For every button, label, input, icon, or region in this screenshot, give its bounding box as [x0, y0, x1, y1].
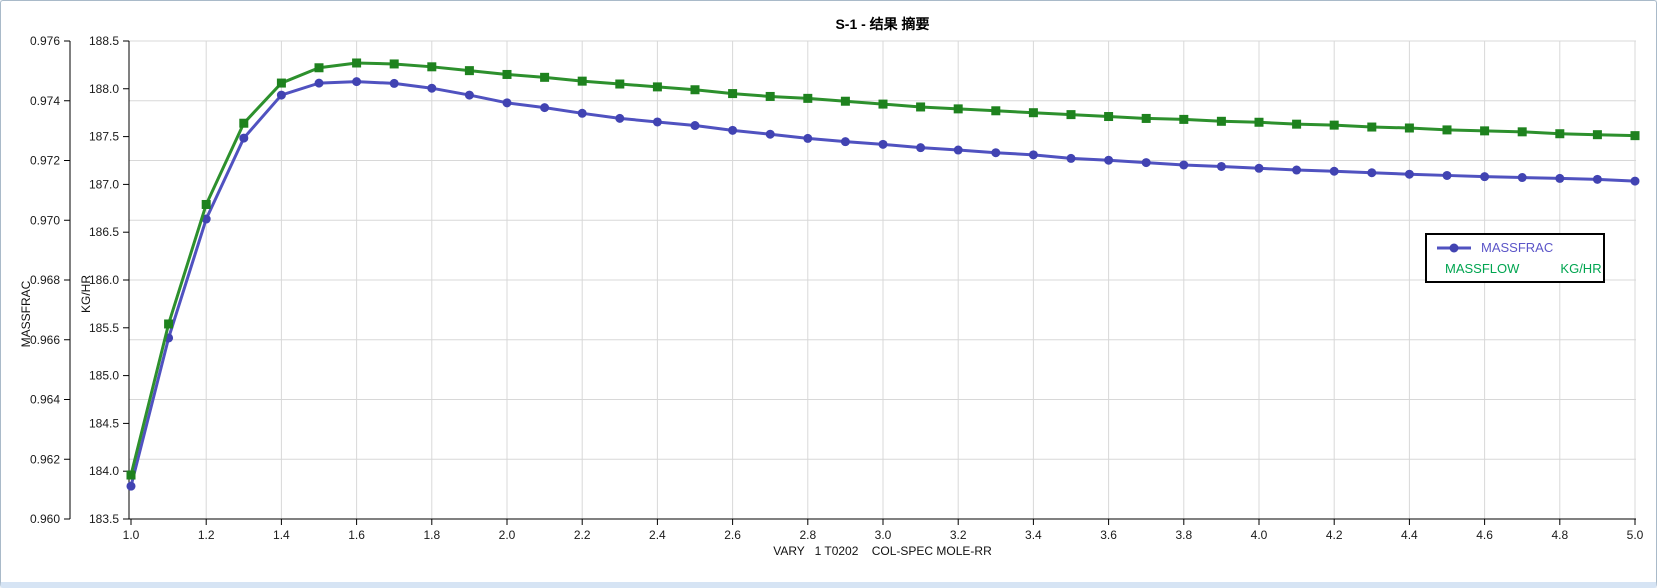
chart-title: S-1 - 结果 摘要 [835, 16, 930, 32]
svg-text:2.0: 2.0 [499, 528, 516, 542]
svg-text:0.976: 0.976 [30, 34, 60, 48]
svg-text:186.0: 186.0 [89, 273, 119, 287]
legend-item-massfrac: MASSFRAC [1436, 240, 1599, 255]
svg-text:0.968: 0.968 [30, 273, 60, 287]
svg-text:0.970: 0.970 [30, 213, 60, 227]
svg-text:0.972: 0.972 [30, 154, 60, 168]
svg-text:5.0: 5.0 [1627, 528, 1644, 542]
legend-label-massflow: MASSFLOW [1445, 261, 1520, 276]
svg-text:1.6: 1.6 [348, 528, 365, 542]
svg-text:2.4: 2.4 [649, 528, 666, 542]
svg-text:188.5: 188.5 [89, 34, 119, 48]
svg-text:4.8: 4.8 [1551, 528, 1568, 542]
legend-units-massflow: KG/HR [1560, 261, 1602, 276]
svg-text:0.960: 0.960 [30, 512, 60, 526]
svg-text:1.0: 1.0 [123, 528, 140, 542]
svg-text:0.962: 0.962 [30, 452, 60, 466]
svg-text:3.4: 3.4 [1025, 528, 1042, 542]
svg-text:2.8: 2.8 [799, 528, 816, 542]
massfrac-circle-marker-icon [1437, 243, 1471, 252]
legend-label-massfrac: MASSFRAC [1481, 240, 1554, 255]
svg-text:2.2: 2.2 [574, 528, 591, 542]
svg-text:4.4: 4.4 [1401, 528, 1418, 542]
svg-text:188.0: 188.0 [89, 82, 119, 96]
svg-text:3.6: 3.6 [1100, 528, 1117, 542]
svg-text:0.966: 0.966 [30, 333, 60, 347]
svg-text:3.8: 3.8 [1175, 528, 1192, 542]
svg-text:3.2: 3.2 [950, 528, 967, 542]
legend-item-massflow: MASSFLOW KG/HR [1436, 261, 1602, 276]
svg-text:186.5: 186.5 [89, 225, 119, 239]
svg-text:184.0: 184.0 [89, 464, 119, 478]
svg-text:0.964: 0.964 [30, 393, 60, 407]
svg-text:4.0: 4.0 [1251, 528, 1268, 542]
svg-text:0.974: 0.974 [30, 94, 60, 108]
x-axis-label: VARY 1 T0202 COL-SPEC MOLE-RR [773, 544, 992, 558]
legend: MASSFRAC MASSFLOW KG/HR [1425, 233, 1605, 283]
svg-text:187.5: 187.5 [89, 130, 119, 144]
svg-text:185.0: 185.0 [89, 369, 119, 383]
svg-text:4.2: 4.2 [1326, 528, 1343, 542]
svg-text:2.6: 2.6 [724, 528, 741, 542]
svg-text:3.0: 3.0 [875, 528, 892, 542]
svg-text:183.5: 183.5 [89, 512, 119, 526]
svg-text:4.6: 4.6 [1476, 528, 1493, 542]
svg-text:1.4: 1.4 [273, 528, 290, 542]
svg-text:1.8: 1.8 [423, 528, 440, 542]
svg-text:185.5: 185.5 [89, 321, 119, 335]
svg-text:187.0: 187.0 [89, 177, 119, 191]
svg-text:1.2: 1.2 [198, 528, 215, 542]
svg-text:184.5: 184.5 [89, 416, 119, 430]
